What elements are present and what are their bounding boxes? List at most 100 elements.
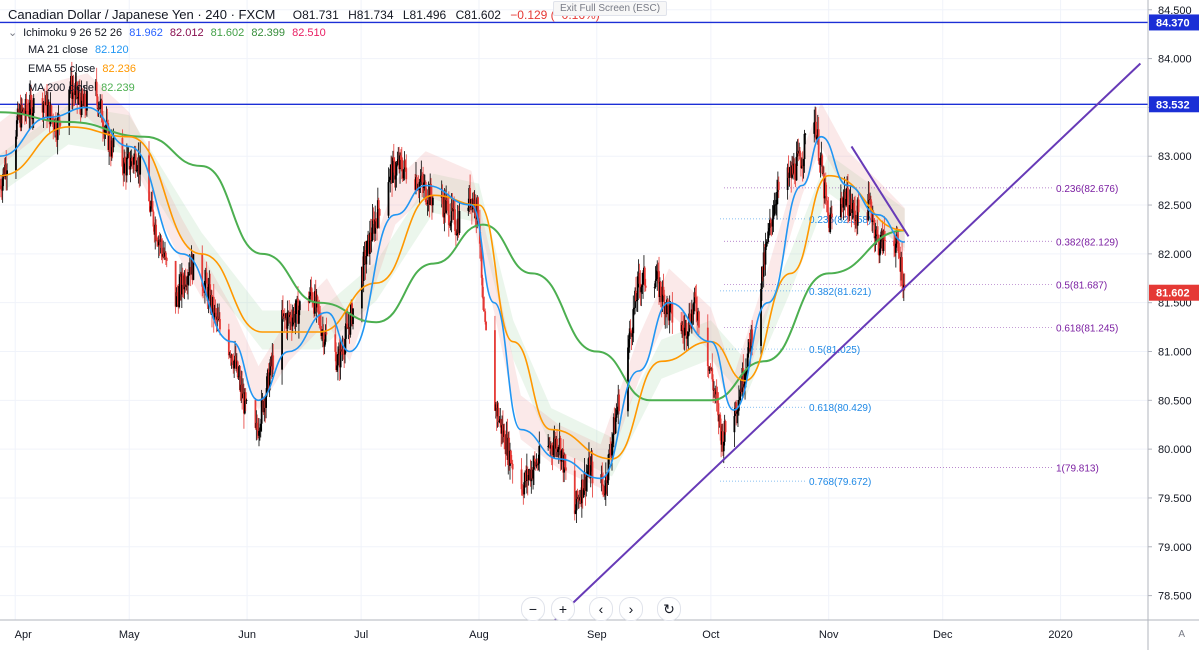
- fib-level-label: 0.618(80.429): [809, 403, 871, 414]
- candle-body: [609, 449, 612, 454]
- candle-body: [419, 181, 422, 183]
- candle-body: [101, 122, 104, 129]
- candle-body: [527, 474, 530, 480]
- candle-body: [316, 296, 319, 302]
- candle-body: [365, 255, 368, 265]
- candle-body: [659, 281, 662, 297]
- symbol-title[interactable]: Canadian Dollar / Japanese Yen · 240 · F…: [8, 7, 276, 22]
- candle-body: [74, 86, 77, 96]
- candle-body: [345, 323, 348, 325]
- candle-body: [683, 327, 686, 336]
- candle-body: [742, 368, 745, 388]
- candle-body: [207, 286, 210, 302]
- scroll-back-button[interactable]: ‹: [589, 597, 613, 621]
- candle-body: [71, 89, 74, 99]
- candle-body: [26, 110, 29, 112]
- y-tick-label: 84.000: [1158, 54, 1192, 66]
- zoom-in-button[interactable]: +: [551, 597, 575, 621]
- indicator-ma200[interactable]: MA 200 close 82.239: [28, 82, 135, 94]
- candle-body: [853, 202, 856, 211]
- candle-body: [124, 157, 126, 163]
- ma21-line: [0, 106, 905, 480]
- fib-level-label: 0.382(81.621): [809, 287, 871, 298]
- time-axis[interactable]: Apr May Jun Jul Aug Sep Oct Nov Dec 2020: [0, 619, 1199, 641]
- fib-level-label: 0.5(81.025): [809, 345, 860, 356]
- candle-body: [156, 239, 158, 242]
- candle-body: [816, 136, 818, 140]
- candle-body: [95, 81, 98, 97]
- candle-body: [737, 410, 739, 412]
- candle-body: [214, 308, 217, 313]
- candle-body: [615, 413, 618, 418]
- candle-body: [629, 328, 632, 332]
- candle-body: [376, 200, 379, 228]
- candle-body: [642, 272, 644, 285]
- open-value: O81.731: [292, 8, 339, 22]
- fib-level-label: 0.236(82.358): [809, 215, 871, 226]
- reset-chart-button[interactable]: ↻: [657, 597, 681, 621]
- candle-body: [281, 309, 283, 370]
- candle-body: [43, 102, 46, 104]
- candlesticks: [0, 61, 906, 524]
- indicator-value: 82.399: [251, 27, 286, 39]
- candle-body: [521, 489, 524, 493]
- candle-body: [559, 438, 562, 462]
- candle-body: [698, 311, 700, 328]
- candle-body: [739, 388, 742, 397]
- candle-body: [538, 446, 541, 464]
- candle-body: [772, 215, 775, 219]
- candle-body: [161, 247, 164, 257]
- candle-body: [716, 398, 719, 404]
- candle-body: [236, 361, 239, 377]
- candle-body: [5, 164, 8, 176]
- candle-body: [96, 96, 99, 109]
- candle-body: [366, 240, 369, 256]
- candle-body: [745, 373, 747, 375]
- candle-body: [451, 203, 454, 212]
- candle-body: [259, 423, 262, 431]
- scroll-forward-button[interactable]: ›: [619, 597, 643, 621]
- candle-body: [604, 493, 606, 495]
- candle-body: [879, 234, 882, 249]
- indicator-ema55[interactable]: EMA 55 close 82.236: [28, 63, 136, 75]
- zoom-out-button[interactable]: −: [521, 597, 545, 621]
- candle-body: [430, 183, 432, 197]
- candle-body: [628, 328, 631, 340]
- y-tick-label: 81.000: [1158, 346, 1192, 358]
- candle-body: [394, 175, 397, 180]
- candle-body: [751, 329, 754, 346]
- candle-body: [203, 280, 206, 293]
- candle-body: [454, 209, 456, 232]
- chevron-down-icon[interactable]: ⌄: [8, 27, 18, 39]
- candle-body: [854, 210, 856, 221]
- candle-body: [606, 480, 609, 484]
- candle-body: [378, 209, 381, 216]
- candle-body: [106, 121, 109, 124]
- candle-body: [845, 198, 848, 206]
- exit-fullscreen-button[interactable]: Exit Full Screen (ESC): [553, 1, 668, 16]
- candle-body: [321, 332, 323, 336]
- price-axis[interactable]: 84.50084.00083.50083.00082.50082.00081.5…: [1147, 0, 1199, 650]
- candle-body: [184, 275, 187, 287]
- y-tick-label: 78.500: [1158, 591, 1192, 603]
- candle-body: [258, 430, 261, 432]
- candle-body: [374, 219, 377, 234]
- candle-body: [99, 101, 102, 110]
- candle-body: [81, 90, 84, 101]
- candle-body: [768, 227, 770, 232]
- candle-body: [612, 434, 614, 444]
- indicator-ichimoku[interactable]: ⌄ Ichimoku 9 26 52 26 81.962 82.012 81.6…: [8, 26, 326, 39]
- candle-body: [898, 253, 901, 258]
- candle-body: [447, 200, 449, 204]
- candle-body: [733, 416, 736, 433]
- candle-body: [552, 445, 555, 456]
- candle-body: [484, 311, 487, 322]
- candle-body: [288, 312, 291, 318]
- candle-body: [721, 431, 724, 452]
- candle-body: [320, 326, 322, 336]
- price-label-bg: [1149, 14, 1199, 31]
- candle-body: [15, 136, 17, 171]
- indicator-ma21[interactable]: MA 21 close 82.120: [28, 44, 129, 56]
- auto-scale-button[interactable]: A: [1178, 629, 1185, 640]
